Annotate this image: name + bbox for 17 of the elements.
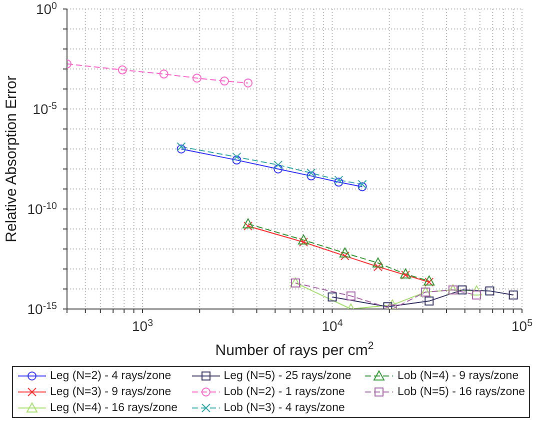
legend-label: Leg (N=3) - 9 rays/zone [50, 386, 172, 398]
x-axis-title: Number of rays per cm$^{2}$ [215, 340, 374, 359]
x-tick-label: 10$^{5}$ [511, 318, 534, 334]
legend-label: Lob (N=2) - 1 rays/zone [224, 386, 345, 398]
y-axis-title: Relative Absorption Error [3, 76, 20, 242]
y-tick-label: 10$^{-10}$ [27, 200, 58, 217]
x-tick-label: 10$^{3}$ [132, 318, 154, 334]
x-tick-label: 10$^{4}$ [322, 318, 344, 334]
legend-label: Leg (N=5) - 25 rays/zone [224, 370, 352, 382]
legend-label: Leg (N=4) - 16 rays/zone [50, 402, 178, 414]
legend-label: Lob (N=3) - 4 rays/zone [224, 402, 345, 414]
y-tick-label: 10$^{-15}$ [27, 300, 58, 317]
legend-label: Leg (N=2) - 4 rays/zone [50, 370, 172, 382]
y-tick-label: 10$^{0}$ [36, 0, 58, 17]
y-tick-label: 10$^{-5}$ [32, 100, 58, 117]
legend-label: Lob (N=4) - 9 rays/zone [397, 370, 519, 382]
legend-label: Lob (N=5) - 16 rays/zone [397, 386, 525, 398]
